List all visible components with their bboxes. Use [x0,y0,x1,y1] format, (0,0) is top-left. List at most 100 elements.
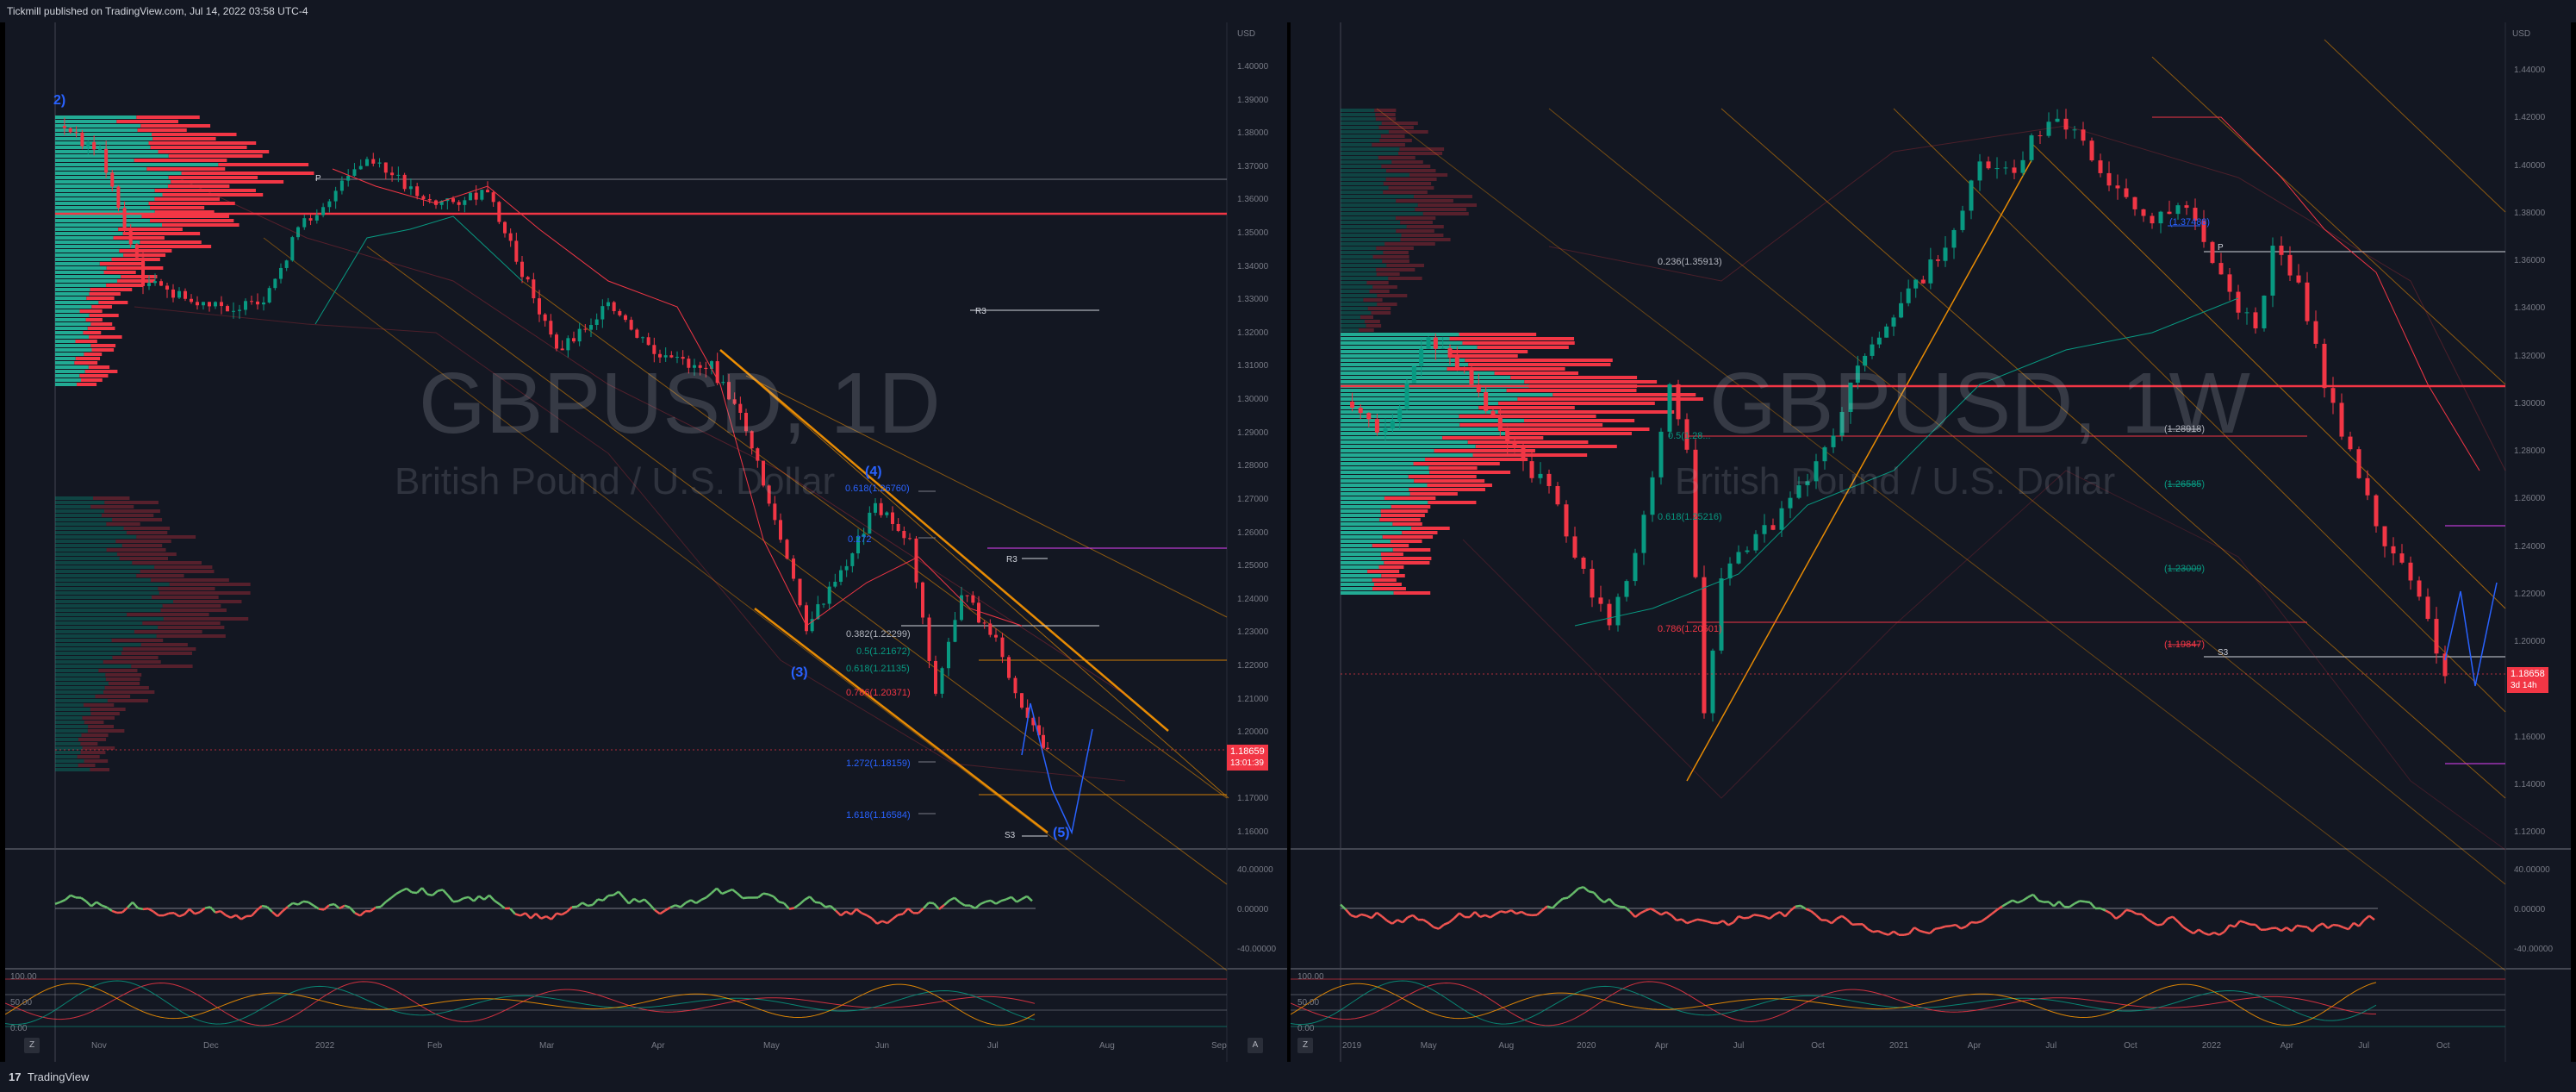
oscillator-segment [1640,909,1646,914]
zoom-reset-button[interactable]: Z [1297,1038,1313,1053]
volume-profile-bar-up [1341,285,1373,289]
candle-down [618,310,622,315]
volume-profile-bar-down [122,232,201,235]
volume-profile-bar-down [95,695,131,698]
oscillator-segment [2156,923,2163,927]
candle-down [1702,577,1707,714]
candle-up [833,582,837,587]
chart-canvas-weekly[interactable] [1291,22,2571,1062]
oscillator-segment [902,908,909,915]
oscillator-segment [1495,910,1502,915]
candle-down [1007,657,1011,678]
volume-profile-bar-down [1390,540,1422,543]
candle-down [798,578,802,606]
volume-profile-bar-down [1510,376,1638,379]
candle-up [1753,534,1758,551]
oscillator-segment [1567,892,1574,899]
zoom-reset-button[interactable]: Z [24,1038,40,1053]
tradingview-logo[interactable]: 17 TradingView [9,1062,89,1092]
candle-up [153,281,157,284]
bollinger-line [1462,470,2506,851]
volume-profile-bar-down [84,353,103,356]
oscillator-segment [1981,916,1988,923]
oscillator-segment [2017,899,2024,904]
volume-profile-bar-down [1429,471,1511,474]
oscillator-segment [437,889,444,892]
oscillator-segment [1872,929,1879,933]
oscillator-segment [695,898,702,904]
volume-profile-bar-down [1506,389,1637,392]
candle-up [2262,296,2267,328]
candle-down [1598,597,1603,604]
oscillator-segment [1340,903,1347,911]
tradingview-brand: TradingView [27,1070,90,1083]
fib-label: (1.37488) [2169,217,2211,228]
candle-up [202,302,205,306]
chart-pane-weekly[interactable]: GBPUSD, 1W British Pound / U.S. Dollar U… [1291,22,2571,1062]
candle-down [1484,391,1489,411]
candle-down [1025,707,1030,718]
volume-profile-bar-up [55,309,80,313]
volume-profile-bar-up [55,344,91,347]
volume-profile-bar-down [101,514,154,517]
volume-profile-bar-up [55,708,90,711]
volume-profile-bar-up [55,647,123,651]
volume-profile-bar-up [1341,527,1412,530]
supertrend-line [1574,297,2239,627]
volume-profile-bar-down [1506,432,1633,435]
oscillator-segment [1991,908,1998,915]
candle-down [1366,413,1372,420]
time-tick-label: 2020 [1577,1041,1596,1051]
oscillator-segment [711,887,718,895]
volume-profile-bar-down [1413,462,1500,465]
candle-down [2063,118,2069,130]
candle-down [927,617,931,661]
volume-profile-bar-up [1341,501,1428,504]
candle-down [543,314,547,321]
volume-profile-bar-down [103,690,155,694]
oscillator-segment [380,901,387,908]
volume-profile-bar-up [55,314,90,317]
oscillator-segment [1784,909,1791,918]
volume-profile-bar-down [1363,298,1383,302]
volume-profile-bar-down [1383,251,1409,254]
oscillator-segment [468,895,475,902]
oscillator-segment [375,905,382,909]
volume-profile-bar-up [1341,134,1381,138]
volume-profile-bar-up [55,544,122,547]
auto-scale-button[interactable]: A [1248,1038,1263,1053]
volume-profile-bar-down [1400,221,1433,224]
volume-profile-bar-down [134,159,227,162]
oscillator-segment [189,908,196,915]
price-tick-label: 1.40000 [2514,160,2546,171]
volume-profile-bar-down [1377,303,1397,306]
oscillator-segment [1593,891,1600,900]
volume-profile-bar-up [1341,333,1459,336]
volume-profile-bar-up [1341,514,1381,517]
price-tick-label: 1.20000 [1237,727,1269,738]
volume-profile-bar-up [55,275,121,278]
oscillator-segment [277,910,283,918]
volume-profile-bar-down [1422,212,1469,215]
oscillator-segment [1552,902,1559,909]
candle-down [2038,135,2043,137]
volume-profile-bar-down [90,344,116,347]
stochastic-line [5,981,1036,1026]
chart-canvas-daily[interactable] [5,22,1287,1062]
volume-profile-bar-down [131,665,193,668]
volume-profile-bar-up [55,128,138,132]
oscillator-segment [1577,886,1584,890]
oscillator-segment [1562,896,1569,900]
candle-down [1490,410,1496,416]
candle-up [1779,508,1784,530]
candle-down [750,431,754,449]
volume-profile-bar-up [1341,557,1382,560]
chart-pane-daily[interactable]: GBPUSD, 1D British Pound / U.S. Dollar U… [5,22,1287,1062]
oscillator-segment [918,907,924,914]
volume-profile-bar-up [55,288,90,291]
volume-profile-bar-down [87,729,125,733]
oscillator-segment [1764,915,1770,920]
candle-down [635,329,639,338]
volume-profile-bar-down [1497,410,1675,414]
candle-down [184,290,187,299]
